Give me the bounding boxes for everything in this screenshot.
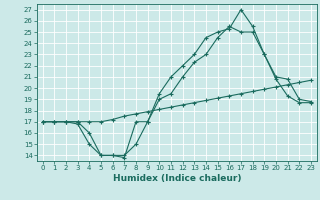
- X-axis label: Humidex (Indice chaleur): Humidex (Indice chaleur): [113, 174, 241, 183]
